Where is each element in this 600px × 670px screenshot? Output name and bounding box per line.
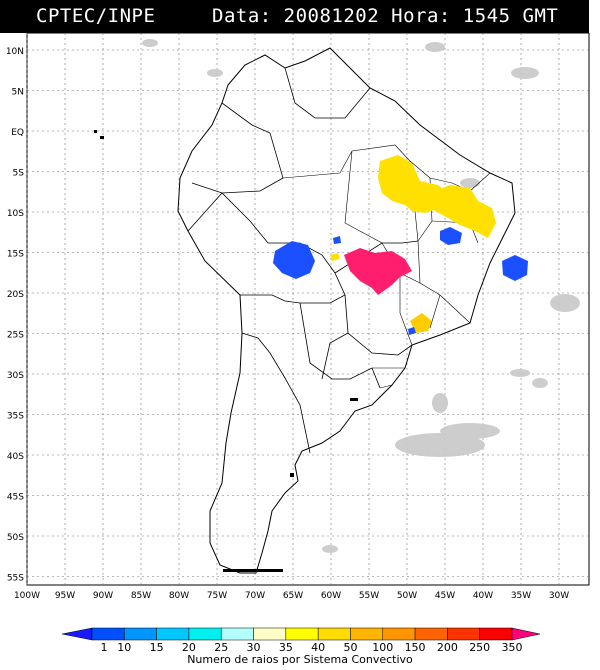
coast-details: [94, 130, 358, 572]
storm-cluster-small-3: [408, 327, 416, 335]
lat-label: 20S: [7, 290, 24, 300]
agency-label: CPTEC/INPE: [36, 5, 156, 27]
lat-label: 45S: [7, 493, 24, 503]
storm-cluster-small-2: [330, 253, 340, 261]
map-frame: [26, 33, 590, 586]
storm-cluster-bolivia: [273, 241, 315, 279]
colorbar-swatch: [91, 627, 125, 641]
lon-label: 80W: [169, 591, 189, 601]
colorbar-tick-label: 40: [311, 641, 325, 654]
colorbar-tick-label: 20: [182, 641, 196, 654]
lon-label: 90W: [93, 591, 113, 601]
colorbar-swatch: [479, 627, 513, 641]
timestamp: Data: 20081202 Hora: 1545 GMT: [212, 5, 558, 27]
lon-label: 55W: [359, 591, 379, 601]
colorbar-swatch: [124, 627, 157, 641]
lon-label: 35W: [511, 591, 531, 601]
storm-cluster-central: [344, 248, 412, 295]
storm-cluster-amazon-north: [378, 155, 448, 213]
colorbar-boxes: [61, 627, 541, 641]
lon-label: 40W: [473, 591, 493, 601]
map-header: CPTEC/INPE Data: 20081202 Hora: 1545 GMT: [0, 0, 589, 33]
colorbar: 1 10 15 20 25 30 35 40 50 100 150 200 250 350: [61, 627, 541, 654]
date-value: 20081202: [283, 5, 380, 27]
lat-label: 35S: [7, 412, 24, 422]
colorbar-swatch: [414, 627, 448, 641]
colorbar-tick-label: 25: [214, 641, 228, 654]
time-zone: GMT: [522, 5, 559, 27]
lightning-map: 10N 5N EQ 5S 10S 15S 20S 25S 30S 35S 40S 45S 50S 55S 1…: [6, 33, 590, 601]
colorbar-tick-label: 35: [279, 641, 293, 654]
time-value: 1545: [462, 5, 511, 27]
lat-label: 5S: [13, 169, 25, 179]
colorbar-swatch: [382, 627, 416, 641]
storm-cluster-bahia: [440, 227, 462, 245]
lat-label: 55S: [7, 574, 24, 584]
colorbar-swatch: [156, 627, 190, 641]
colorbar-tick-label: 200: [437, 641, 458, 654]
lat-label: 40S: [7, 452, 24, 462]
colorbar-labels: 1 10 15 20 25 30 35 40 50 100 150 200 250 350: [101, 641, 523, 654]
storm-cluster-atlantic: [502, 255, 528, 281]
storm-clusters: [273, 155, 528, 335]
date-label: Data:: [212, 5, 272, 27]
graticule: 10N 5N EQ 5S 10S 15S 20S 25S 30S 35S 40S 45S 50S 55S 1…: [6, 33, 589, 601]
lon-label: 85W: [131, 591, 151, 601]
colorbar-tick-label: 150: [405, 641, 426, 654]
colorbar-tick-label: 15: [150, 641, 164, 654]
lat-label: 5N: [12, 88, 24, 98]
lat-label: 25S: [7, 331, 24, 341]
lon-label: 75W: [207, 591, 227, 601]
lon-label: 65W: [283, 591, 303, 601]
storm-cluster-south-brazil: [410, 313, 432, 333]
lon-label: 100W: [14, 591, 40, 601]
lat-label: 15S: [7, 250, 24, 260]
lon-label: 95W: [55, 591, 75, 601]
lon-label: 70W: [245, 591, 265, 601]
colorbar-swatch: [350, 627, 384, 641]
colorbar-tick-label: 100: [372, 641, 393, 654]
lon-label: 30W: [549, 591, 569, 601]
lat-label: 50S: [7, 533, 24, 543]
colorbar-swatch: [220, 627, 254, 641]
lat-label: 10S: [7, 209, 24, 219]
colorbar-tick-label: 350: [502, 641, 523, 654]
colorbar-swatch: [285, 627, 319, 641]
colorbar-tick-label: 1: [101, 641, 108, 654]
colorbar-swatch: [61, 627, 93, 641]
lat-label: 30S: [7, 371, 24, 381]
colorbar-tick-label: 50: [343, 641, 357, 654]
lat-label: 10N: [6, 47, 24, 57]
colorbar-swatch: [511, 627, 541, 641]
lon-label: 45W: [435, 591, 455, 601]
colorbar-tick-label: 250: [469, 641, 490, 654]
lon-label: 50W: [397, 591, 417, 601]
time-label: Hora:: [391, 5, 451, 27]
colorbar-tick-label: 10: [117, 641, 131, 654]
colorbar-swatch: [447, 627, 480, 641]
lat-label: EQ: [11, 128, 24, 138]
storm-cluster-small-1: [333, 236, 341, 244]
colorbar-swatch: [253, 627, 287, 641]
colorbar-swatch: [188, 627, 222, 641]
colorbar-tick-label: 30: [247, 641, 261, 654]
storm-cluster-northeast: [430, 185, 496, 238]
lon-label: 60W: [321, 591, 341, 601]
cloud-patches: [142, 39, 580, 553]
south-america-coastline: [177, 47, 516, 574]
colorbar-title: Numero de raios por Sistema Convectivo: [187, 653, 413, 666]
colorbar-swatch: [317, 627, 351, 641]
